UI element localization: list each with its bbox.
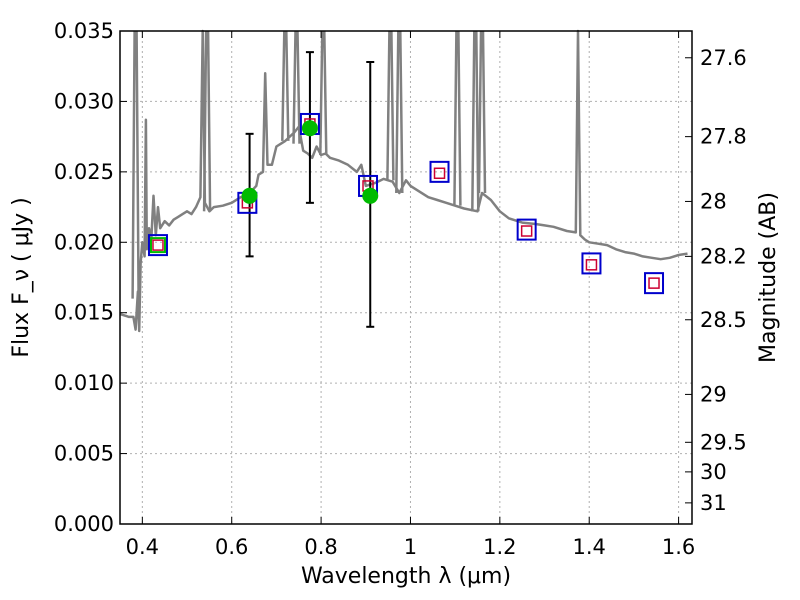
x-tick-label: 0.6 <box>215 535 248 559</box>
x-tick-label: 1.6 <box>662 535 695 559</box>
emission-line-spike <box>131 30 140 299</box>
model-point <box>152 239 164 251</box>
filter-box <box>644 272 665 295</box>
model-point <box>433 167 446 180</box>
model-point <box>585 259 598 271</box>
emission-line-spike <box>471 30 480 212</box>
x-tick-label: 0.4 <box>126 535 159 559</box>
mag-tick-label: 31 <box>700 491 727 515</box>
model-point <box>520 225 533 237</box>
emission-line-spike <box>319 30 328 156</box>
emission-line-spike <box>386 30 395 181</box>
spectrum-line <box>119 29 688 333</box>
observed-point <box>362 187 379 204</box>
spectrum-series <box>119 29 688 333</box>
filter-box <box>429 160 450 183</box>
observed-point <box>301 120 318 137</box>
y-tick-label: 0.005 <box>54 442 114 466</box>
mag-tick-label: 28 <box>700 189 727 213</box>
mag-tick-label: 27.8 <box>700 125 747 149</box>
y-tick-label: 0.000 <box>54 512 114 536</box>
y-axis-label: Flux F_ν ( μJy ) <box>9 197 34 357</box>
mag-tick-label: 27.6 <box>700 46 747 70</box>
emission-line-spike <box>292 30 301 144</box>
y-tick-label: 0.020 <box>54 230 114 254</box>
observed-point <box>149 237 166 254</box>
y-tick-label: 0.010 <box>54 371 114 395</box>
plot-frame <box>119 30 693 525</box>
mag-tick-label: 28.2 <box>700 244 747 268</box>
mag-tick-label: 28.5 <box>700 308 747 332</box>
y-tick-label: 0.035 <box>54 19 114 43</box>
x-tick-label: 1.2 <box>483 535 516 559</box>
x-axis-label: Wavelength λ (μm) <box>301 564 511 589</box>
emission-line-spike <box>395 30 404 194</box>
x-tick-label: 0.8 <box>304 535 337 559</box>
mag-tick-label: 29.5 <box>700 430 747 454</box>
filter-box <box>516 218 537 241</box>
emission-line-spike <box>477 30 487 194</box>
mag-tick-label: 30 <box>700 460 727 484</box>
x-tick-label: 1.4 <box>573 535 606 559</box>
emission-line-spike <box>281 30 290 141</box>
filter-box <box>147 234 168 257</box>
emission-line-spike <box>202 30 212 212</box>
mag-tick-label: 29 <box>700 382 727 406</box>
y-tick-label: 0.030 <box>54 89 114 113</box>
photometry-points <box>147 112 665 295</box>
emission-line-spike <box>453 30 462 206</box>
axis-ticks: 0.4 0.6 0.8 1 1.2 1.4 1.6 0.000 0.005 0.010 0.015 0… <box>54 19 747 559</box>
filter-box <box>581 252 602 275</box>
y2-axis-label: Magnitude (AB) <box>756 192 781 363</box>
y-tick-label: 0.015 <box>54 301 114 325</box>
y-tick-label: 0.025 <box>54 160 114 184</box>
observed-point <box>241 187 258 204</box>
x-tick-label: 1 <box>404 535 417 559</box>
model-point <box>648 277 660 289</box>
